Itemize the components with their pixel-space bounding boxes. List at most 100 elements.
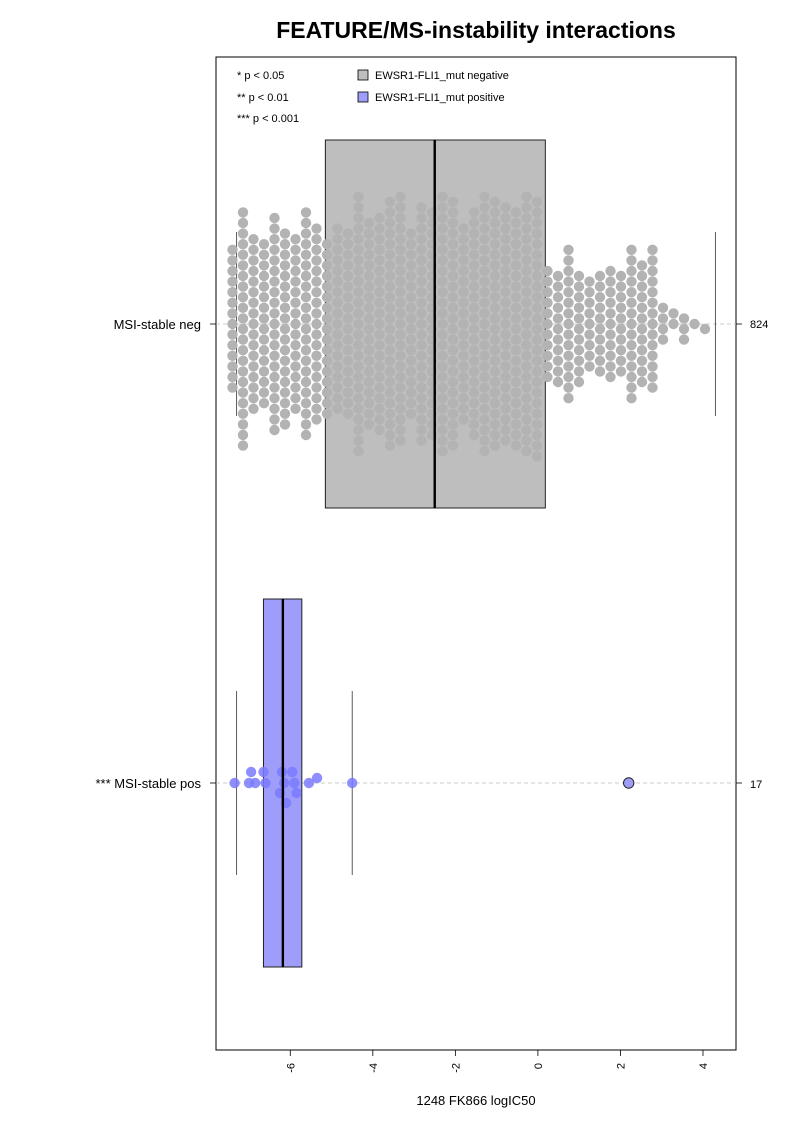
neg-point bbox=[521, 361, 532, 372]
neg-point bbox=[521, 424, 532, 436]
neg-point bbox=[647, 318, 658, 330]
neg-point bbox=[279, 345, 291, 356]
neg-point bbox=[416, 435, 427, 446]
neg-point bbox=[479, 340, 490, 351]
neg-point bbox=[300, 302, 312, 313]
neg-point bbox=[458, 393, 469, 404]
neg-point bbox=[479, 287, 490, 298]
neg-point bbox=[321, 408, 333, 419]
neg-point bbox=[290, 361, 301, 372]
neg-point bbox=[437, 234, 448, 245]
neg-point bbox=[342, 408, 354, 419]
neg-point bbox=[594, 355, 606, 366]
neg-point bbox=[437, 435, 448, 446]
neg-point bbox=[489, 217, 501, 229]
neg-point bbox=[479, 393, 490, 404]
neg-point bbox=[311, 318, 322, 330]
neg-point bbox=[269, 424, 280, 436]
neg-point bbox=[458, 371, 469, 383]
neg-point bbox=[405, 387, 417, 398]
neg-point bbox=[605, 340, 616, 351]
neg-point bbox=[342, 366, 354, 377]
neg-point bbox=[626, 329, 637, 340]
neg-point bbox=[405, 323, 417, 335]
neg-point bbox=[605, 350, 616, 361]
neg-point bbox=[552, 366, 564, 377]
neg-point bbox=[374, 212, 385, 224]
neg-point bbox=[300, 323, 312, 335]
neg-point bbox=[647, 371, 658, 383]
neg-point bbox=[290, 340, 301, 351]
neg-point bbox=[405, 239, 417, 250]
neg-point bbox=[300, 249, 312, 260]
neg-point bbox=[636, 313, 648, 324]
neg-point bbox=[437, 371, 448, 383]
neg-point bbox=[531, 249, 543, 260]
pos-point bbox=[229, 777, 240, 789]
neg-point bbox=[332, 276, 343, 287]
neg-point bbox=[395, 297, 406, 308]
neg-point bbox=[657, 323, 669, 335]
neg-point bbox=[500, 350, 511, 361]
neg-point bbox=[479, 446, 490, 457]
neg-point bbox=[248, 287, 259, 298]
neg-point bbox=[605, 265, 616, 277]
neg-point bbox=[405, 302, 417, 313]
neg-point bbox=[321, 334, 333, 345]
neg-point bbox=[237, 239, 249, 250]
neg-point bbox=[300, 313, 312, 324]
significance-legend-2: ** p < 0.01 bbox=[237, 92, 289, 104]
neg-point bbox=[395, 244, 406, 255]
neg-point bbox=[521, 318, 532, 330]
neg-point bbox=[258, 376, 270, 388]
neg-point bbox=[342, 387, 354, 398]
neg-point bbox=[647, 382, 658, 393]
neg-point bbox=[269, 371, 280, 383]
neg-point bbox=[584, 308, 595, 319]
neg-point bbox=[447, 429, 459, 441]
neg-point bbox=[468, 366, 480, 377]
neg-point bbox=[489, 313, 501, 324]
neg-point bbox=[500, 371, 511, 383]
neg-point bbox=[615, 292, 627, 303]
neg-point bbox=[510, 355, 522, 366]
neg-point bbox=[269, 403, 280, 414]
neg-point bbox=[489, 419, 501, 430]
neg-point bbox=[395, 318, 406, 330]
neg-point bbox=[500, 361, 511, 372]
neg-point bbox=[458, 361, 469, 372]
neg-point bbox=[563, 350, 574, 361]
neg-point bbox=[311, 361, 322, 372]
neg-point bbox=[405, 270, 417, 282]
neg-point bbox=[636, 292, 648, 303]
neg-point bbox=[531, 451, 543, 462]
neg-point bbox=[521, 297, 532, 308]
neg-point bbox=[374, 382, 385, 393]
neg-point bbox=[227, 297, 238, 308]
neg-point bbox=[479, 361, 490, 372]
neg-point bbox=[531, 398, 543, 409]
neg-point bbox=[542, 318, 553, 330]
neg-point bbox=[531, 376, 543, 388]
neg-point bbox=[311, 287, 322, 298]
neg-point bbox=[647, 340, 658, 351]
neg-point bbox=[615, 355, 627, 366]
neg-point bbox=[384, 313, 396, 324]
legend: * p < 0.05 ** p < 0.01 *** p < 0.001 EWS… bbox=[237, 69, 509, 125]
neg-point bbox=[552, 376, 564, 388]
neg-point bbox=[458, 297, 469, 308]
neg-point bbox=[615, 313, 627, 324]
neg-point bbox=[248, 308, 259, 319]
neg-point bbox=[458, 234, 469, 245]
neg-point bbox=[626, 393, 637, 404]
neg-point bbox=[647, 276, 658, 287]
neg-point bbox=[258, 239, 270, 250]
x-tick-label: -2 bbox=[450, 1063, 462, 1073]
neg-point bbox=[353, 446, 364, 457]
neg-point bbox=[405, 249, 417, 260]
neg-point bbox=[531, 408, 543, 419]
neg-point bbox=[531, 334, 543, 345]
neg-point bbox=[269, 361, 280, 372]
neg-point bbox=[626, 255, 637, 266]
neg-point bbox=[489, 440, 501, 451]
